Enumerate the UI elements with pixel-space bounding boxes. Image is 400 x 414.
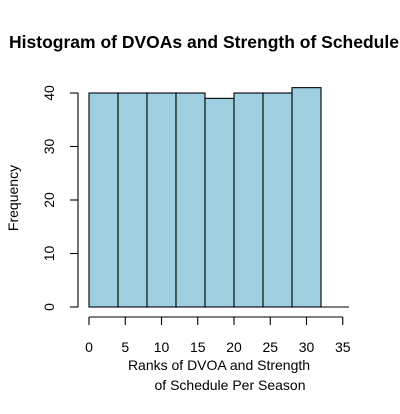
histogram-bar [204,97,235,308]
x-tick-label: 0 [85,339,93,355]
x-tick-label: 5 [121,339,129,355]
x-tick-label: 35 [335,339,351,355]
y-tick-label: 30 [41,139,57,155]
histogram-bar [117,92,148,308]
x-axis-label-line-2: of Schedule Per Season [155,377,306,393]
x-tick-label: 25 [262,339,278,355]
histogram-bar [291,87,322,308]
y-axis: 0 10 20 30 40 [41,85,79,311]
y-tick-label: 20 [41,192,57,208]
histogram-bar [175,92,206,308]
y-axis-label: Frequency [5,165,21,231]
x-tick-label: 20 [226,339,242,355]
histogram-bar [88,92,119,308]
x-tick-label: 10 [154,339,170,355]
bars-group [88,87,349,308]
histogram-bar [233,92,264,308]
y-tick-label: 40 [41,85,57,101]
x-axis: 0 5 10 15 20 25 30 35 [85,316,351,355]
x-tick-label: 30 [299,339,315,355]
x-tick-label: 15 [190,339,206,355]
chart-title: Histogram of DVOAs and Strength of Sched… [9,32,399,52]
y-tick-label: 10 [41,246,57,262]
histogram-bar [262,92,293,308]
x-axis-label-line-1: Ranks of DVOA and Strength [128,357,310,373]
histogram-bar [146,92,177,308]
y-tick-label: 0 [41,303,57,311]
